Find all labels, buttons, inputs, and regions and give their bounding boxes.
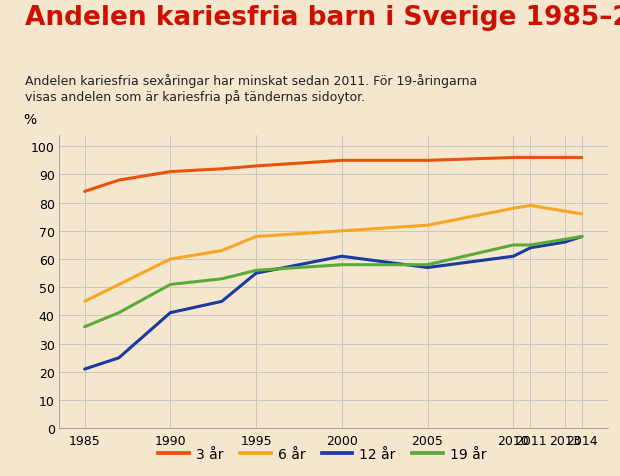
Text: Andelen kariesfria sexåringar har minskat sedan 2011. För 19-åringarna
visas and: Andelen kariesfria sexåringar har minska…	[25, 74, 477, 104]
Legend: 3 år, 6 år, 12 år, 19 år: 3 år, 6 år, 12 år, 19 år	[153, 442, 492, 466]
Text: %: %	[23, 113, 37, 127]
Text: Andelen kariesfria barn i Sverige 1985–2014: Andelen kariesfria barn i Sverige 1985–2…	[25, 5, 620, 31]
